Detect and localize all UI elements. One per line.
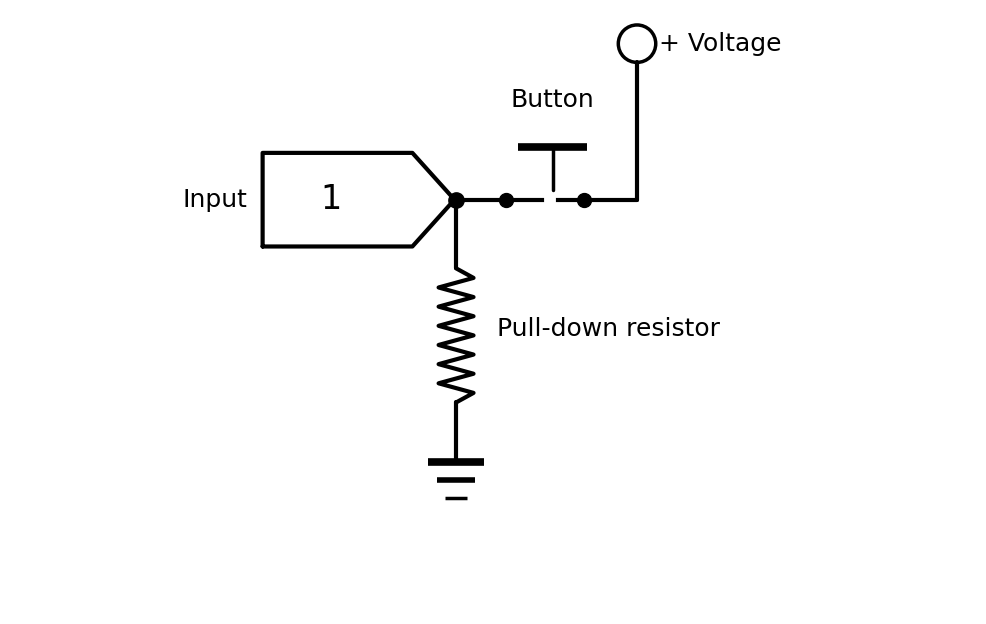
Text: Button: Button (511, 89, 594, 112)
Text: + Voltage: + Voltage (659, 32, 781, 56)
Text: Input: Input (182, 188, 246, 212)
Text: Pull-down resistor: Pull-down resistor (496, 317, 719, 341)
Text: 1: 1 (320, 183, 341, 216)
